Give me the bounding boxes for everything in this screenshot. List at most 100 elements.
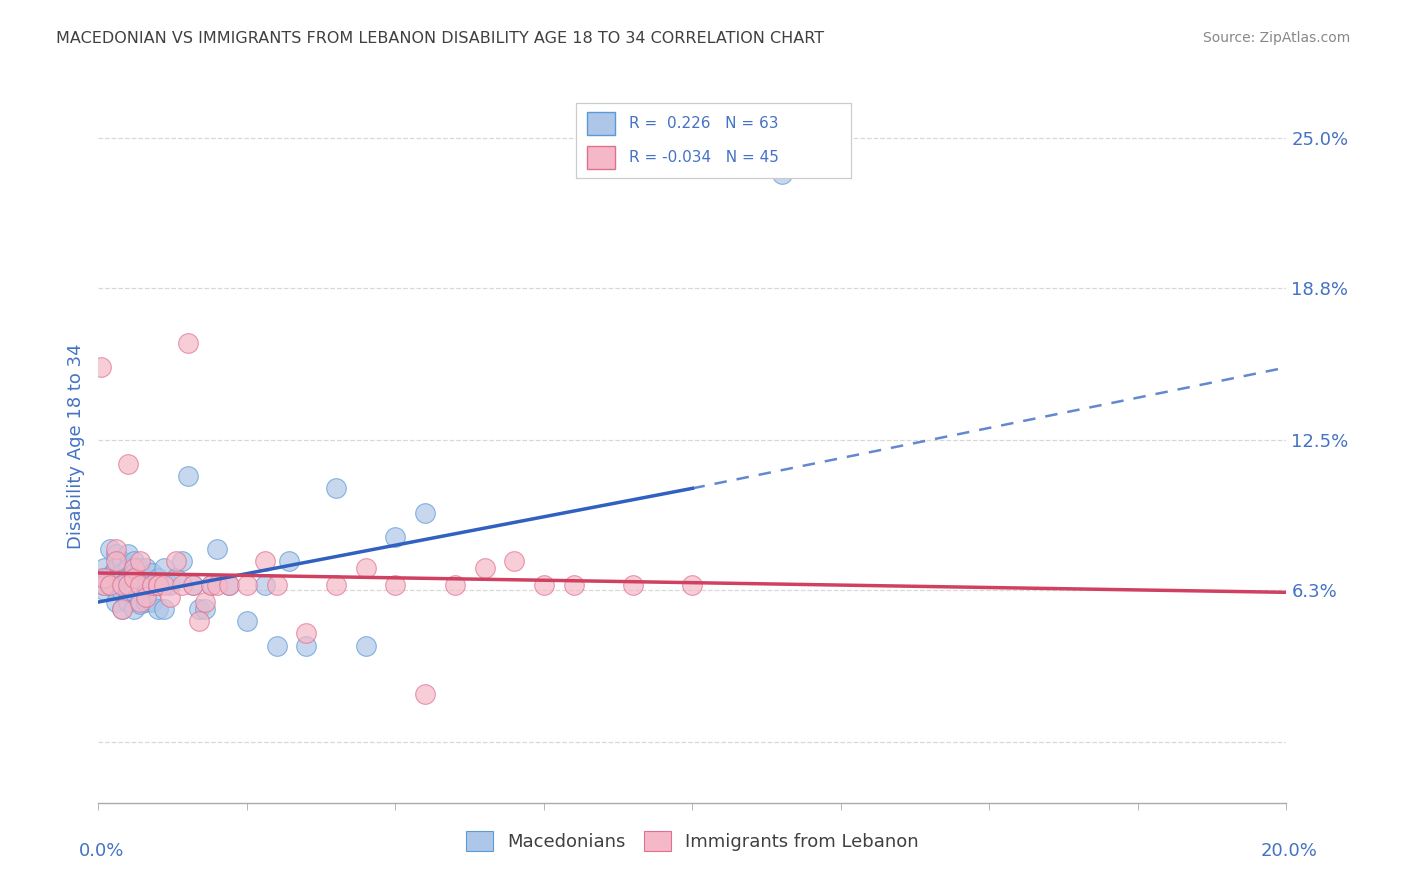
Text: R = -0.034   N = 45: R = -0.034 N = 45 — [628, 150, 779, 165]
Point — [325, 578, 347, 592]
Point — [200, 578, 222, 592]
Point — [122, 578, 145, 592]
Point — [295, 639, 318, 653]
Point — [135, 578, 157, 592]
Point — [141, 578, 163, 592]
Point — [194, 595, 217, 609]
Point — [562, 578, 585, 592]
Point — [105, 595, 128, 609]
Point — [93, 571, 115, 585]
Point — [129, 595, 152, 609]
Point — [135, 595, 157, 609]
Point — [146, 571, 169, 585]
Point — [117, 578, 139, 592]
FancyBboxPatch shape — [588, 112, 614, 136]
Text: R =  0.226   N = 63: R = 0.226 N = 63 — [628, 116, 778, 131]
Point — [122, 602, 145, 616]
Point — [117, 547, 139, 561]
Point — [253, 554, 276, 568]
Point — [770, 167, 793, 181]
Point — [111, 602, 134, 616]
Point — [681, 578, 703, 592]
Point — [170, 578, 193, 592]
Point — [105, 547, 128, 561]
Point — [413, 687, 436, 701]
Point — [165, 571, 187, 585]
Point — [183, 578, 205, 592]
Point — [105, 571, 128, 585]
Point — [218, 578, 240, 592]
Point — [129, 598, 152, 612]
Point — [325, 481, 347, 495]
Point — [111, 585, 134, 599]
Point — [384, 530, 406, 544]
Point — [152, 561, 174, 575]
Legend: Macedonians, Immigrants from Lebanon: Macedonians, Immigrants from Lebanon — [458, 823, 927, 858]
Text: 0.0%: 0.0% — [79, 842, 124, 860]
Point — [111, 578, 134, 592]
Point — [146, 578, 169, 592]
Point — [165, 554, 187, 568]
Point — [159, 578, 181, 592]
Point — [105, 582, 128, 597]
Point — [621, 578, 644, 592]
Point — [129, 585, 152, 599]
Point — [98, 578, 121, 592]
Point — [93, 561, 115, 575]
Point — [384, 578, 406, 592]
Point — [277, 554, 299, 568]
Point — [146, 602, 169, 616]
Point — [188, 615, 211, 629]
Point — [91, 578, 114, 592]
Point — [503, 554, 526, 568]
Point — [354, 561, 377, 575]
Point — [90, 571, 112, 585]
Point — [105, 554, 128, 568]
Point — [122, 571, 145, 585]
Point — [105, 561, 128, 575]
Y-axis label: Disability Age 18 to 34: Disability Age 18 to 34 — [66, 343, 84, 549]
Point — [117, 585, 139, 599]
Point — [152, 578, 174, 592]
Point — [117, 561, 139, 575]
Point — [122, 585, 145, 599]
Point — [122, 561, 145, 575]
Point — [141, 595, 163, 609]
Point — [253, 578, 276, 592]
Point — [122, 566, 145, 580]
Point — [111, 602, 134, 616]
Point — [129, 571, 152, 585]
Point — [93, 582, 115, 597]
Point — [135, 590, 157, 604]
Point — [218, 578, 240, 592]
Point — [152, 602, 174, 616]
Point — [236, 615, 259, 629]
Point — [443, 578, 465, 592]
Point — [266, 578, 288, 592]
Point — [135, 561, 157, 575]
Point — [159, 590, 181, 604]
Point — [188, 602, 211, 616]
Point — [96, 571, 118, 585]
Point — [105, 541, 128, 556]
Point — [111, 566, 134, 580]
Point — [236, 578, 259, 592]
Text: 20.0%: 20.0% — [1261, 842, 1317, 860]
Text: Source: ZipAtlas.com: Source: ZipAtlas.com — [1202, 31, 1350, 45]
Point — [194, 602, 217, 616]
Point — [129, 561, 152, 575]
Point — [98, 578, 121, 592]
Point — [295, 626, 318, 640]
Point — [413, 506, 436, 520]
Point — [122, 554, 145, 568]
Point — [129, 578, 152, 592]
Point — [98, 541, 121, 556]
Point — [141, 566, 163, 580]
Point — [205, 541, 228, 556]
Point — [117, 457, 139, 471]
Point — [93, 578, 115, 592]
Point — [205, 578, 228, 592]
Point — [176, 336, 198, 351]
Point — [474, 561, 496, 575]
Text: MACEDONIAN VS IMMIGRANTS FROM LEBANON DISABILITY AGE 18 TO 34 CORRELATION CHART: MACEDONIAN VS IMMIGRANTS FROM LEBANON DI… — [56, 31, 824, 46]
